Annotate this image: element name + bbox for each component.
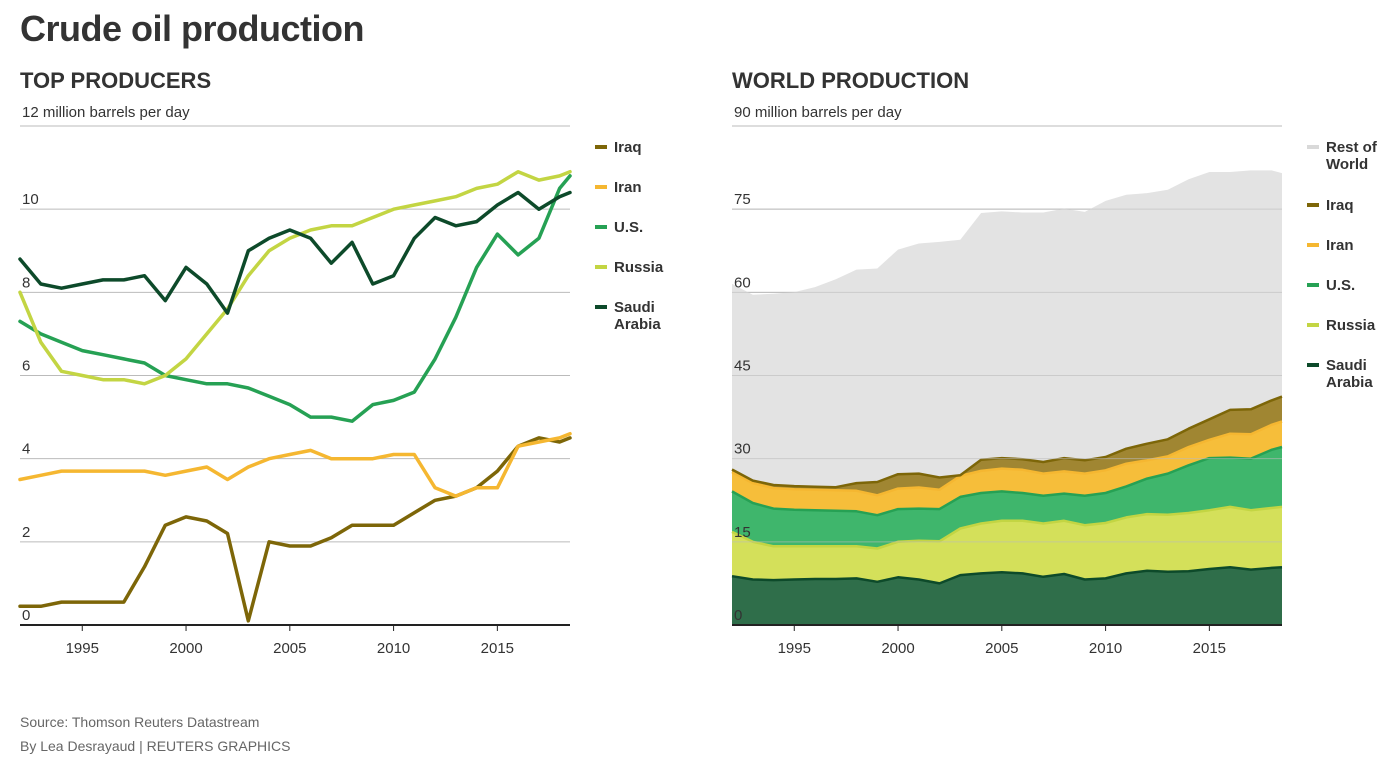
top-producers-x-tick-label: 2000 [169, 640, 202, 657]
top-producers-line-chart: 0 2 4 6 8 10 1995 2000 2005 2010 2015 [18, 125, 572, 657]
top-producers-x-tick-label: 2005 [273, 640, 306, 657]
legend-swatch [1307, 363, 1319, 367]
source-note: Source: Thomson Reuters Datastream [20, 714, 260, 730]
top-producers-unit-label: 12 million barrels per day [22, 104, 190, 121]
series-line-iran [18, 431, 572, 498]
legend-label: Rest of World [1326, 139, 1377, 173]
top-producers-y-tick-label: 4 [22, 441, 30, 458]
legend-label: Russia [1326, 317, 1376, 334]
area-edge-saudi-arabia [731, 566, 1283, 585]
top-producers-y-tick-label: 6 [22, 358, 30, 375]
legend-label: Russia [614, 259, 664, 276]
world-production-area-chart: 0 15 30 45 60 75 1995 2000 2005 2010 2015 [731, 125, 1283, 657]
top-producers-y-tick-label: 8 [22, 274, 30, 291]
series-line-saudi-arabia [18, 190, 572, 315]
top-producers-x-tick-label: 2015 [481, 640, 514, 657]
legend-swatch [1307, 283, 1319, 287]
top-producers-x-tick-label: 1995 [66, 640, 99, 657]
legend-label: Iraq [1326, 197, 1354, 214]
series-line-iraq [18, 436, 572, 623]
world-production-title: WORLD PRODUCTION [732, 68, 970, 93]
top-producers-x-tick-label: 2010 [377, 640, 410, 657]
series-line-russia [18, 169, 572, 386]
legend-swatch [595, 265, 607, 269]
legend-swatch [1307, 323, 1319, 327]
world-production-y-tick-label: 0 [734, 607, 742, 624]
byline: By Lea Desrayaud | REUTERS GRAPHICS [20, 738, 291, 754]
world-production-x-tick-label: 2010 [1089, 640, 1122, 657]
legend-label: Saudi Arabia [614, 299, 661, 333]
area-edge-russia [731, 505, 1283, 550]
area-russia [732, 506, 1282, 584]
legend-swatch [595, 225, 607, 229]
legend-swatch [1307, 203, 1319, 207]
area-iraq [732, 396, 1282, 496]
legend-label: U.S. [1326, 277, 1356, 294]
world-production-unit-label: 90 million barrels per day [734, 104, 902, 121]
series-line-u-s [18, 174, 572, 423]
world-production-x-tick-label: 2015 [1193, 640, 1226, 657]
world-production-x-tick-label: 1995 [778, 640, 811, 657]
world-production-y-tick-label: 30 [734, 441, 751, 458]
legend-swatch [595, 305, 607, 309]
legend-swatch [595, 145, 607, 149]
top-producers-title: TOP PRODUCERS [20, 68, 212, 93]
legend-swatch [595, 185, 607, 189]
legend-label: Saudi Arabia [1326, 357, 1373, 391]
area-u-s [732, 447, 1282, 549]
legend-label: U.S. [614, 219, 644, 236]
legend-swatch [1307, 145, 1319, 149]
legend-swatch [1307, 243, 1319, 247]
world-production-y-tick-label: 45 [734, 358, 751, 375]
area-edge-iran [731, 420, 1283, 497]
top-producers-y-tick-label: 0 [22, 607, 30, 624]
top-producers-y-tick-label: 10 [22, 191, 39, 208]
area-iran [732, 421, 1282, 516]
area-edge-u-s [731, 445, 1283, 517]
legend-label: Iraq [614, 139, 642, 156]
world-production-y-tick-label: 75 [734, 191, 751, 208]
page-title: Crude oil production [20, 8, 364, 49]
world-production-y-tick-label: 15 [734, 524, 751, 541]
world-production-y-tick-label: 60 [734, 274, 751, 291]
top-producers-y-tick-label: 2 [22, 524, 30, 541]
area-rest-of-world [732, 170, 1282, 488]
world-production-x-tick-label: 2005 [985, 640, 1018, 657]
stacked-areas [732, 170, 1282, 625]
legend-label: Iran [1326, 237, 1354, 254]
world-production-x-tick-label: 2000 [881, 640, 914, 657]
legend-label: Iran [614, 179, 642, 196]
